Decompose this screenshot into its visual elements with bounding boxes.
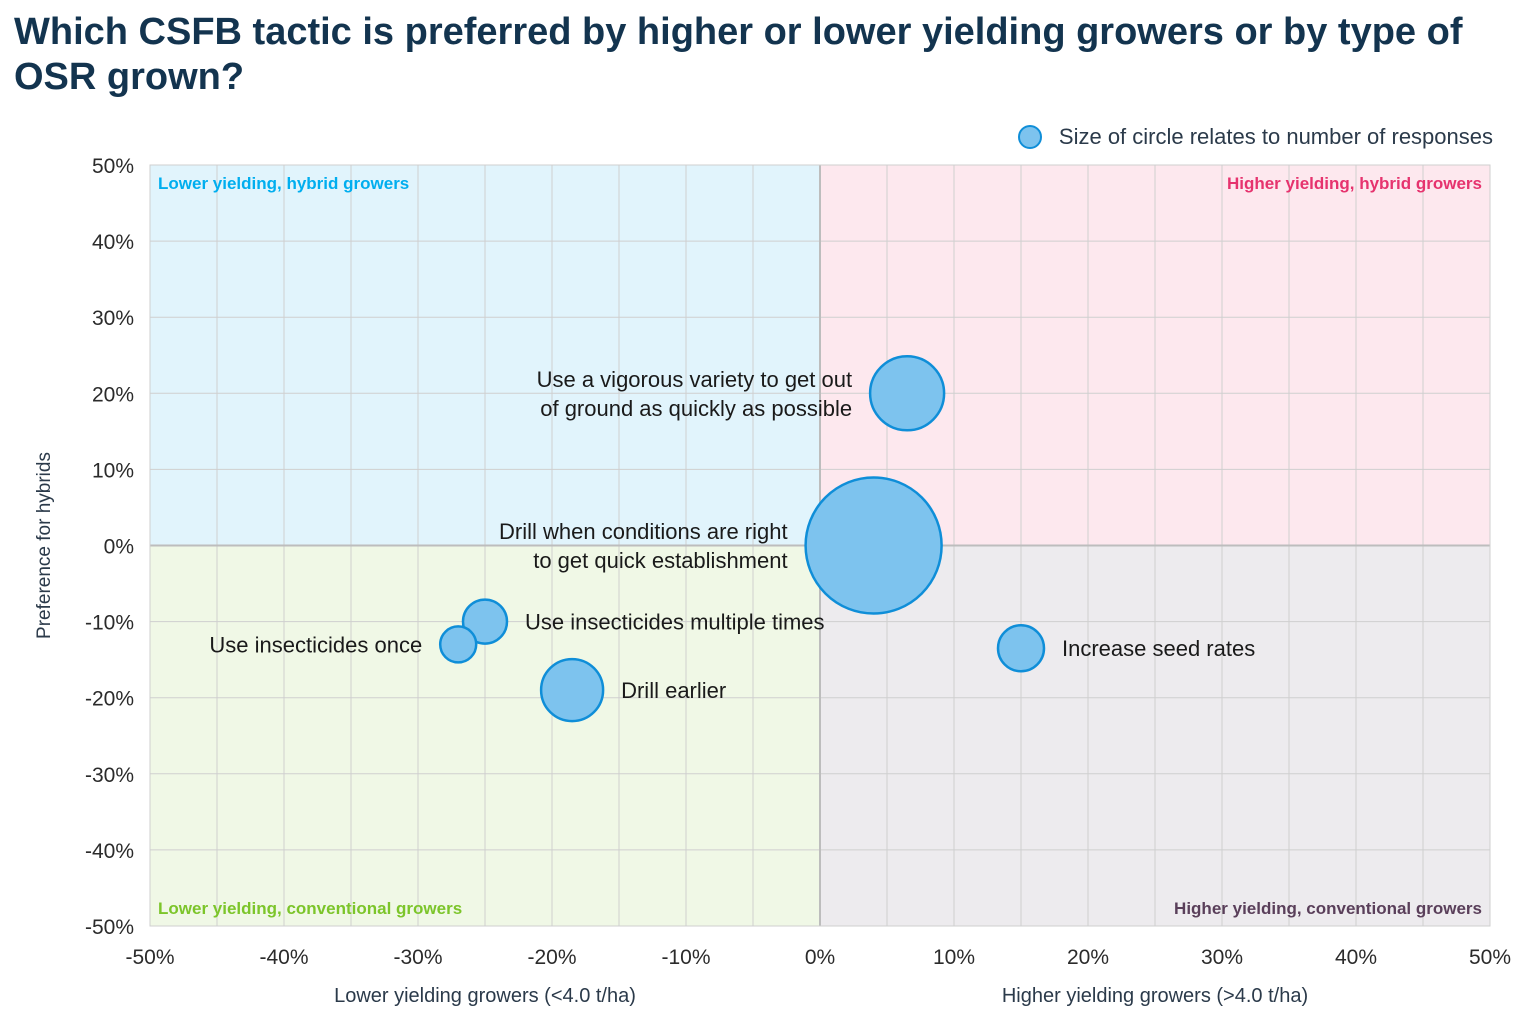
bubble — [804, 476, 943, 615]
x-tick-label: 40% — [1335, 946, 1377, 969]
size-legend: Size of circle relates to number of resp… — [1017, 124, 1493, 150]
y-tick-label: 30% — [92, 307, 134, 330]
x-axis-label-right: Higher yielding growers (>4.0 t/ha) — [1002, 985, 1308, 1007]
bubble-label: Use a vigorous variety to get out of grou… — [537, 367, 853, 421]
bubble-label: Drill earlier — [621, 678, 726, 703]
y-tick-label: -30% — [85, 764, 134, 787]
bubble-label-line: Use insecticides once — [209, 632, 422, 657]
y-tick-label: -20% — [85, 688, 134, 711]
x-tick-label: 0% — [805, 946, 835, 969]
bubble — [868, 355, 946, 432]
bubble — [438, 625, 478, 664]
bubble-label: Use insecticides once — [209, 632, 422, 657]
y-tick-label: 40% — [92, 231, 134, 254]
x-tick-label: -30% — [393, 946, 442, 969]
x-tick-label: -10% — [661, 946, 710, 969]
bubble-label-line: Use insecticides multiple times — [525, 610, 825, 635]
quadrant-label-bottom-left: Lower yielding, conventional growers — [158, 899, 462, 918]
x-tick-label: 20% — [1067, 946, 1109, 969]
bubble-label-line: Increase seed rates — [1062, 636, 1255, 661]
y-tick-label: -10% — [85, 612, 134, 635]
quadrant-label-top-right: Higher yielding, hybrid growers — [1227, 174, 1482, 193]
bubble-label-line: Drill earlier — [621, 678, 726, 703]
x-tick-label: 10% — [933, 946, 975, 969]
legend-bubble-icon — [1017, 125, 1042, 149]
bubble-label-line: Use a vigorous variety to get out — [537, 367, 853, 392]
bubble-label-line: Drill when conditions are right — [499, 519, 788, 544]
bubble — [539, 657, 605, 723]
x-axis-label-left: Lower yielding growers (<4.0 t/ha) — [334, 985, 636, 1007]
x-tick-label: -20% — [527, 946, 576, 969]
quadrant-label-bottom-right: Higher yielding, conventional growers — [1174, 899, 1482, 918]
y-tick-label: 0% — [104, 536, 134, 559]
x-tick-label: -50% — [125, 946, 174, 969]
x-tick-label: 30% — [1201, 946, 1243, 969]
quadrant-label-top-left: Lower yielding, hybrid growers — [158, 174, 409, 193]
x-tick-label: 50% — [1469, 946, 1511, 969]
y-tick-label: -50% — [85, 916, 134, 939]
y-tick-label: 50% — [92, 155, 134, 178]
bubble-label: Increase seed rates — [1062, 636, 1255, 661]
x-tick-label: -40% — [259, 946, 308, 969]
bubble-label: Use insecticides multiple times — [525, 610, 825, 635]
bubble — [996, 623, 1046, 673]
chart-title: Which CSFB tactic is preferred by higher… — [14, 11, 1463, 98]
y-tick-label: 20% — [92, 383, 134, 406]
plot-border — [149, 164, 1491, 927]
legend-note-text: Size of circle relates to number of resp… — [1058, 124, 1493, 149]
bubble-label-line: of ground as quickly as possible — [540, 396, 852, 421]
y-tick-label: 10% — [92, 459, 134, 482]
y-axis-label: Preference for hybrids — [34, 452, 55, 639]
bubble-label-line: to get quick establishment — [533, 548, 787, 573]
y-tick-label: -40% — [85, 840, 134, 863]
bubble — [461, 598, 509, 645]
bubble-label: Drill when conditions are right to get qu… — [499, 519, 788, 573]
